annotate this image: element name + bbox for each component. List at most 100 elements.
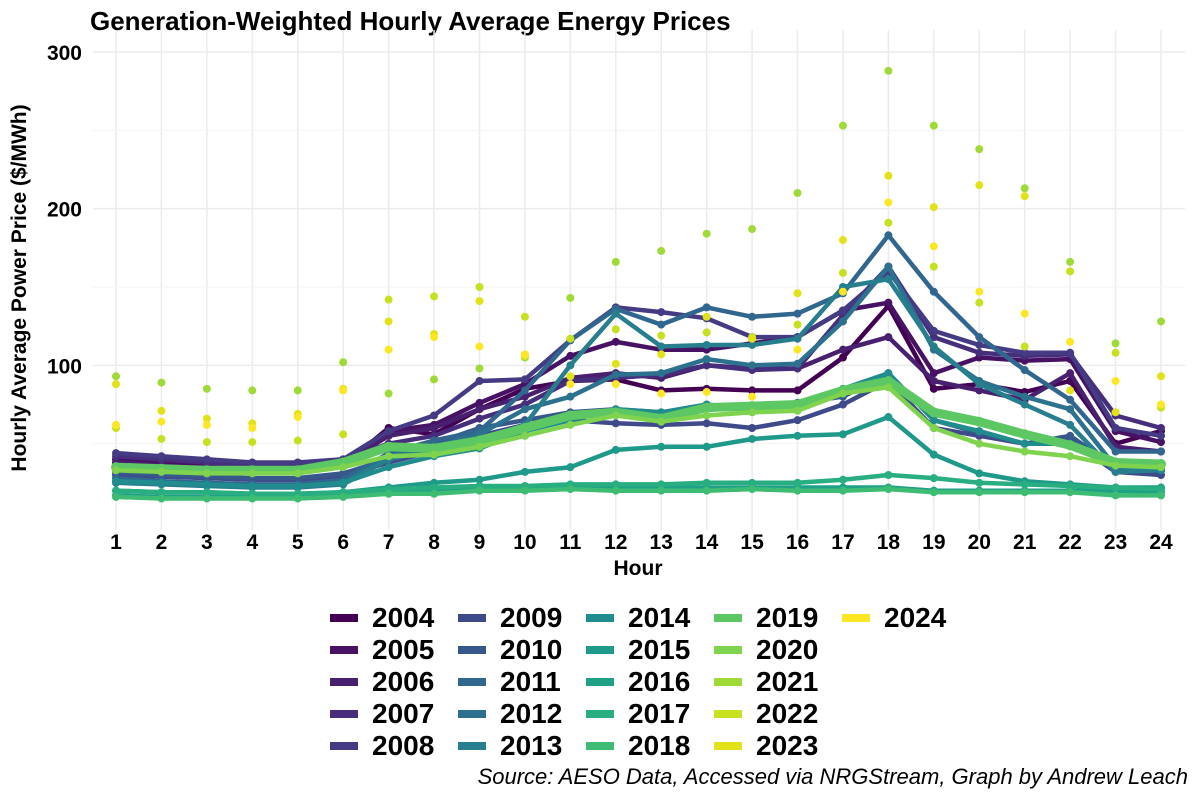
- legend-swatch: [458, 710, 486, 718]
- legend-label: 2014: [628, 602, 691, 633]
- data-point: [112, 492, 120, 501]
- data-point: [1111, 461, 1120, 470]
- data-point: [611, 309, 620, 318]
- data-point: [383, 441, 394, 452]
- data-point: [702, 361, 711, 370]
- data-point: [1066, 267, 1075, 276]
- data-point: [611, 370, 620, 379]
- data-point: [429, 443, 440, 454]
- series-line: [113, 370, 1164, 489]
- data-point: [339, 478, 348, 487]
- x-tick-labels: 1 2 3 4 5 6 7 8 9 10 11 12 13 14 15 16 17 18 19 20 21 22 23 24: [110, 531, 1173, 554]
- legend-item-2008: 2008: [330, 730, 434, 762]
- data-point: [929, 242, 938, 251]
- data-point: [430, 292, 439, 301]
- data-point: [975, 478, 984, 487]
- data-point: [611, 380, 620, 389]
- data-point: [702, 340, 711, 349]
- x-tick-label: 24: [1149, 531, 1173, 554]
- data-point: [1157, 317, 1165, 326]
- data-point: [611, 419, 620, 428]
- legend-item-2024: 2024: [842, 602, 946, 634]
- y-tick-label: 300: [47, 42, 82, 65]
- legend-swatch: [842, 614, 870, 622]
- data-point: [293, 494, 302, 503]
- data-point: [475, 364, 484, 373]
- data-point: [884, 66, 893, 75]
- data-point: [339, 463, 348, 472]
- x-tick-label: 20: [968, 531, 991, 554]
- data-point: [929, 262, 938, 271]
- data-point: [657, 308, 666, 317]
- legend-item-2012: 2012: [458, 698, 562, 730]
- data-point: [702, 328, 711, 337]
- x-tick-label: 16: [786, 531, 809, 554]
- data-point: [566, 351, 575, 360]
- x-tick-label: 22: [1058, 531, 1081, 554]
- data-point: [1019, 429, 1030, 440]
- data-point: [884, 471, 893, 479]
- data-point: [566, 463, 575, 472]
- data-point: [1020, 392, 1029, 401]
- data-point: [747, 401, 758, 412]
- data-point: [748, 408, 757, 417]
- data-point: [793, 386, 802, 395]
- data-point: [657, 486, 666, 495]
- series-2020: [112, 383, 1165, 478]
- x-tick-label: 4: [246, 531, 258, 554]
- x-tick-label: 10: [513, 531, 536, 554]
- data-point: [884, 369, 893, 378]
- data-point: [1020, 480, 1029, 489]
- data-point: [929, 377, 938, 385]
- data-point: [611, 486, 620, 495]
- legend-item-2007: 2007: [330, 698, 434, 730]
- data-point: [792, 399, 803, 410]
- data-point: [202, 469, 211, 478]
- data-point: [975, 181, 984, 190]
- data-point: [384, 452, 393, 461]
- data-point: [793, 486, 802, 495]
- data-point: [202, 494, 211, 503]
- data-point: [793, 345, 802, 354]
- data-point: [202, 420, 211, 429]
- data-point: [838, 353, 847, 362]
- data-point: [112, 466, 120, 475]
- legend-item-2009: 2009: [458, 602, 562, 634]
- data-point: [293, 469, 302, 478]
- legend-item-2019: 2019: [714, 602, 818, 634]
- data-point: [1157, 447, 1165, 456]
- data-point: [793, 431, 802, 440]
- data-point: [566, 392, 575, 401]
- legend-swatch: [586, 742, 614, 750]
- data-point: [702, 312, 711, 321]
- data-point: [1020, 348, 1029, 357]
- legend-label: 2016: [628, 666, 691, 697]
- data-point: [202, 488, 211, 497]
- data-point: [1066, 420, 1075, 429]
- data-point: [975, 348, 984, 357]
- data-point: [566, 334, 575, 343]
- source-caption: Source: AESO Data, Accessed via NRGStrea…: [477, 764, 1188, 789]
- data-point: [520, 350, 529, 359]
- data-point: [520, 312, 529, 321]
- data-point: [430, 375, 439, 384]
- data-point: [202, 438, 211, 447]
- data-point: [112, 486, 120, 495]
- data-point: [475, 405, 484, 414]
- legend-item-2006: 2006: [330, 666, 434, 698]
- data-point: [702, 486, 711, 495]
- data-point: [793, 416, 802, 425]
- data-point: [748, 361, 757, 370]
- x-tick-label: 15: [740, 531, 764, 554]
- data-point: [565, 410, 576, 421]
- series-line: [113, 472, 1164, 497]
- legend-swatch: [330, 678, 358, 686]
- data-point: [929, 333, 938, 342]
- data-point: [384, 317, 393, 326]
- data-point: [1020, 192, 1029, 201]
- data-point: [884, 198, 893, 207]
- data-point: [928, 407, 939, 418]
- legend-label: 2021: [756, 666, 819, 697]
- data-point: [339, 430, 348, 439]
- series-2024: [112, 198, 1165, 432]
